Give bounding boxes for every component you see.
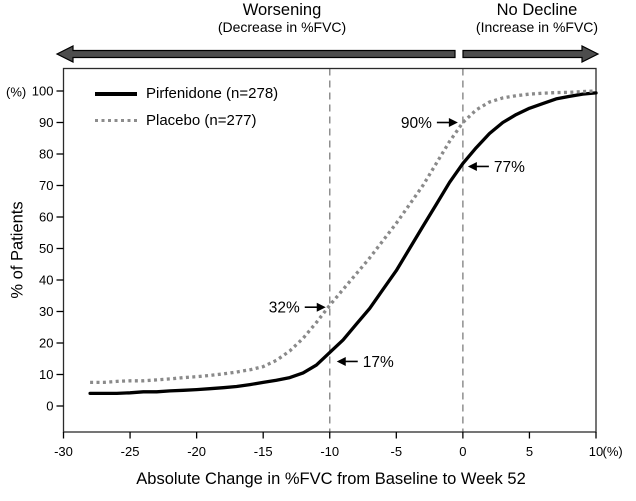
y-tick-label: 40 xyxy=(39,273,53,288)
annotation-label-32%: 32% xyxy=(269,300,300,317)
no-decline-title: No Decline xyxy=(496,1,578,19)
y-tick-label: 70 xyxy=(39,178,53,193)
y-axis-title: % of Patients xyxy=(8,201,27,299)
pirfenidone-line-swatch xyxy=(95,91,137,96)
worsening-subtitle: (Decrease in %FVC) xyxy=(217,19,347,35)
x-tick-label: 0 xyxy=(459,444,466,459)
annotation-arrowhead-90% xyxy=(448,118,458,127)
y-tick-label: 0 xyxy=(46,399,53,414)
x-axis-unit: (%) xyxy=(603,444,623,459)
y-tick-label: 50 xyxy=(39,241,53,256)
y-tick-label: 100 xyxy=(32,84,54,99)
y-tick-label: 10 xyxy=(39,367,53,382)
annotation-label-90%: 90% xyxy=(401,115,432,132)
annotation-label-77%: 77% xyxy=(494,159,525,176)
no-decline-subtitle: (Increase in %FVC) xyxy=(475,19,599,35)
y-tick-label: 20 xyxy=(39,336,53,351)
x-tick-label: 10 xyxy=(589,444,603,459)
legend-label-pirfenidone: Pirfenidone (n=278) xyxy=(146,85,279,102)
worsening-title: Worsening xyxy=(242,1,322,19)
annotation-arrowhead-77% xyxy=(467,161,477,171)
curve-placebo xyxy=(90,89,597,385)
worsening-direction-arrow xyxy=(55,45,456,63)
x-tick-label: -10 xyxy=(320,444,339,459)
annotation-label-17%: 17% xyxy=(363,354,394,371)
x-tick-label: -5 xyxy=(391,444,403,459)
legend-item-placebo: Placebo (n=277) xyxy=(95,107,278,134)
annotation-arrowhead-32% xyxy=(316,302,326,312)
placebo-line-swatch xyxy=(95,118,137,123)
no-decline-direction-arrow xyxy=(462,45,600,63)
y-tick-label: 80 xyxy=(39,147,53,162)
x-tick-label: -25 xyxy=(121,444,140,459)
legend-label-placebo: Placebo (n=277) xyxy=(146,112,257,129)
y-tick-label: 60 xyxy=(39,210,53,225)
x-axis-title: Absolute Change in %FVC from Baseline to… xyxy=(136,470,526,488)
x-tick-label: 5 xyxy=(526,444,533,459)
x-tick-label: -30 xyxy=(54,444,73,459)
x-tick-label: -20 xyxy=(187,444,206,459)
legend-item-pirfenidone: Pirfenidone (n=278) xyxy=(95,80,278,107)
y-tick-label: 30 xyxy=(39,304,53,319)
legend: Pirfenidone (n=278) Placebo (n=277) xyxy=(95,80,278,134)
annotation-arrowhead-17% xyxy=(336,356,346,366)
curve-pirfenidone xyxy=(88,91,598,396)
x-tick-label: -15 xyxy=(254,444,273,459)
y-tick-label: 90 xyxy=(39,115,53,130)
y-axis-unit: (%) xyxy=(6,85,26,100)
